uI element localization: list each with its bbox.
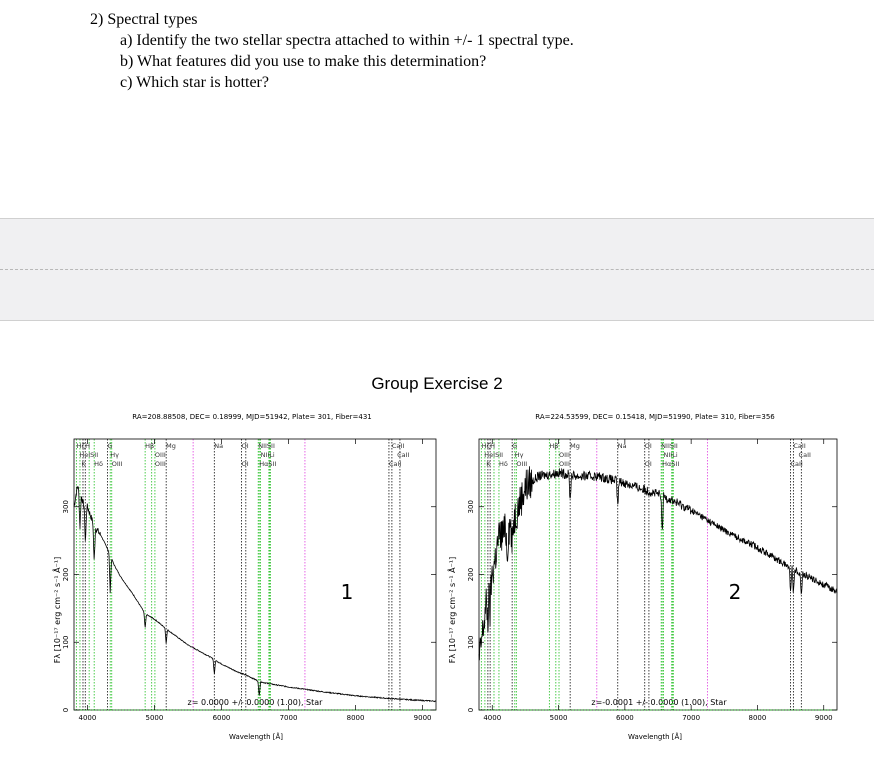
x-tick-label: 7000 (280, 714, 298, 722)
y-tick-label: 0 (62, 708, 70, 712)
y-tick-label: 300 (467, 500, 475, 513)
spectral-line-label: OIII (559, 451, 570, 459)
spectral-line-label: Hβ (549, 442, 558, 450)
spectral-line-label: HαSII (662, 460, 679, 468)
y-tick-label: 200 (467, 568, 475, 581)
panel-2-footer: z=-0.0001 +/- 0.0000 (1.00), Star (591, 698, 727, 707)
spectral-line-label: HeISII (79, 451, 98, 459)
spectral-line-label: CaII (793, 442, 805, 450)
panel-2-label: 2 (729, 580, 742, 604)
spectral-line-label: Hγ (110, 451, 119, 459)
y-tick-label: 100 (62, 636, 70, 649)
spectral-line-label: NIISII (661, 442, 678, 450)
spectral-line-label: HαSII (259, 460, 276, 468)
spectral-line-label: NIILi (261, 451, 275, 459)
page-break-divider (0, 269, 874, 270)
spectrum-curve (478, 466, 838, 661)
spectral-line-label: OIII (112, 460, 123, 468)
spectral-line-label: OI (645, 442, 652, 450)
spectral-line-label: OI (242, 442, 249, 450)
spectral-line-label: OI (645, 460, 652, 468)
x-tick-label: 9000 (414, 714, 432, 722)
spectral-line-label: HζH (77, 442, 90, 450)
x-tick-label: 6000 (616, 714, 634, 722)
spectral-line-label: NIISII (258, 442, 275, 450)
spectral-line-label: HeISII (484, 451, 503, 459)
spectral-line-label: Hβ (145, 442, 154, 450)
spectral-line-label: OIII (155, 451, 166, 459)
x-tick-label: 6000 (213, 714, 231, 722)
spectral-line-label: CaII (397, 451, 409, 459)
panel-1-footer: z= 0.0000 +/- 0.0000 (1.00), Star (188, 698, 324, 707)
spectral-line-label: Hδ (499, 460, 508, 468)
y-tick-label: 100 (467, 636, 475, 649)
spectral-line-label: CaII (392, 442, 404, 450)
figure-title: Group Exercise 2 (371, 374, 503, 393)
spectral-line-label: CaII (389, 460, 401, 468)
x-tick-label: 8000 (347, 714, 365, 722)
panel-1-y-axis-label: Fλ [10⁻¹⁷ erg cm⁻² s⁻¹ Å⁻¹] (51, 557, 62, 663)
panel-2-header: RA=224.53599, DEC= 0.15418, MJD=51990, P… (535, 413, 775, 421)
x-tick-label: 5000 (146, 714, 164, 722)
spectral-line-label: G (108, 442, 113, 450)
question-item-c: c) Which star is hotter? (120, 74, 269, 91)
spectrum-panel-1: RA=208.88508, DEC= 0.18999, MJD=51942, P… (51, 413, 437, 741)
spectrum-curve (73, 485, 437, 703)
x-tick-label: 5000 (550, 714, 568, 722)
y-tick-label: 300 (62, 500, 70, 513)
page-gap-top (0, 218, 874, 270)
spectral-line-label: OIII (516, 460, 527, 468)
spectral-line-label: Na (618, 442, 627, 450)
y-tick-label: 200 (62, 568, 70, 581)
spectral-line-label: CaII (790, 460, 802, 468)
question-heading: 2) Spectral types (90, 11, 198, 28)
spectral-line-label: OIII (559, 460, 570, 468)
plot-frame (73, 438, 437, 711)
spectral-line-label: CaII (799, 451, 811, 459)
y-tick-label: 0 (467, 708, 475, 712)
spectral-line-label: G (512, 442, 517, 450)
spectral-line-label: K (81, 460, 86, 468)
spectral-line-label: OI (242, 460, 249, 468)
spectral-line-label: Mg (166, 442, 176, 450)
x-tick-label: 7000 (682, 714, 700, 722)
svg-text:Fλ [10⁻¹⁷ erg cm⁻² s⁻¹ Å⁻¹]: Fλ [10⁻¹⁷ erg cm⁻² s⁻¹ Å⁻¹] (51, 557, 62, 663)
spectral-line-label: OIII (155, 460, 166, 468)
panel-1-x-axis-label: Wavelength [Å] (229, 732, 283, 741)
x-tick-label: 8000 (749, 714, 767, 722)
spectrum-panel-2: RA=224.53599, DEC= 0.15418, MJD=51990, P… (446, 413, 838, 741)
panel-2-y-axis-label: Fλ [10⁻¹⁷ erg cm⁻² s⁻¹ Å⁻¹] (446, 557, 457, 663)
panel-1-header: RA=208.88508, DEC= 0.18999, MJD=51942, P… (132, 413, 372, 421)
x-tick-label: 4000 (483, 714, 501, 722)
svg-text:Fλ [10⁻¹⁷ erg cm⁻² s⁻¹ Å⁻¹]: Fλ [10⁻¹⁷ erg cm⁻² s⁻¹ Å⁻¹] (446, 557, 457, 663)
spectral-line-label: Mg (570, 442, 580, 450)
x-tick-label: 4000 (78, 714, 96, 722)
spectral-line-label: HζH (482, 442, 495, 450)
page-gap-bottom (0, 270, 874, 321)
spectral-line-label: Hδ (94, 460, 103, 468)
question-item-b: b) What features did you use to make thi… (120, 53, 487, 70)
panel-2-x-axis-label: Wavelength [Å] (628, 732, 682, 741)
spectral-line-label: K (486, 460, 491, 468)
spectral-line-label: Na (214, 442, 223, 450)
question-item-a: a) Identify the two stellar spectra atta… (120, 32, 574, 49)
x-tick-label: 9000 (815, 714, 833, 722)
spectral-line-label: Hγ (515, 451, 524, 459)
spectral-line-label: NIILi (664, 451, 678, 459)
panel-1-label: 1 (341, 580, 354, 604)
